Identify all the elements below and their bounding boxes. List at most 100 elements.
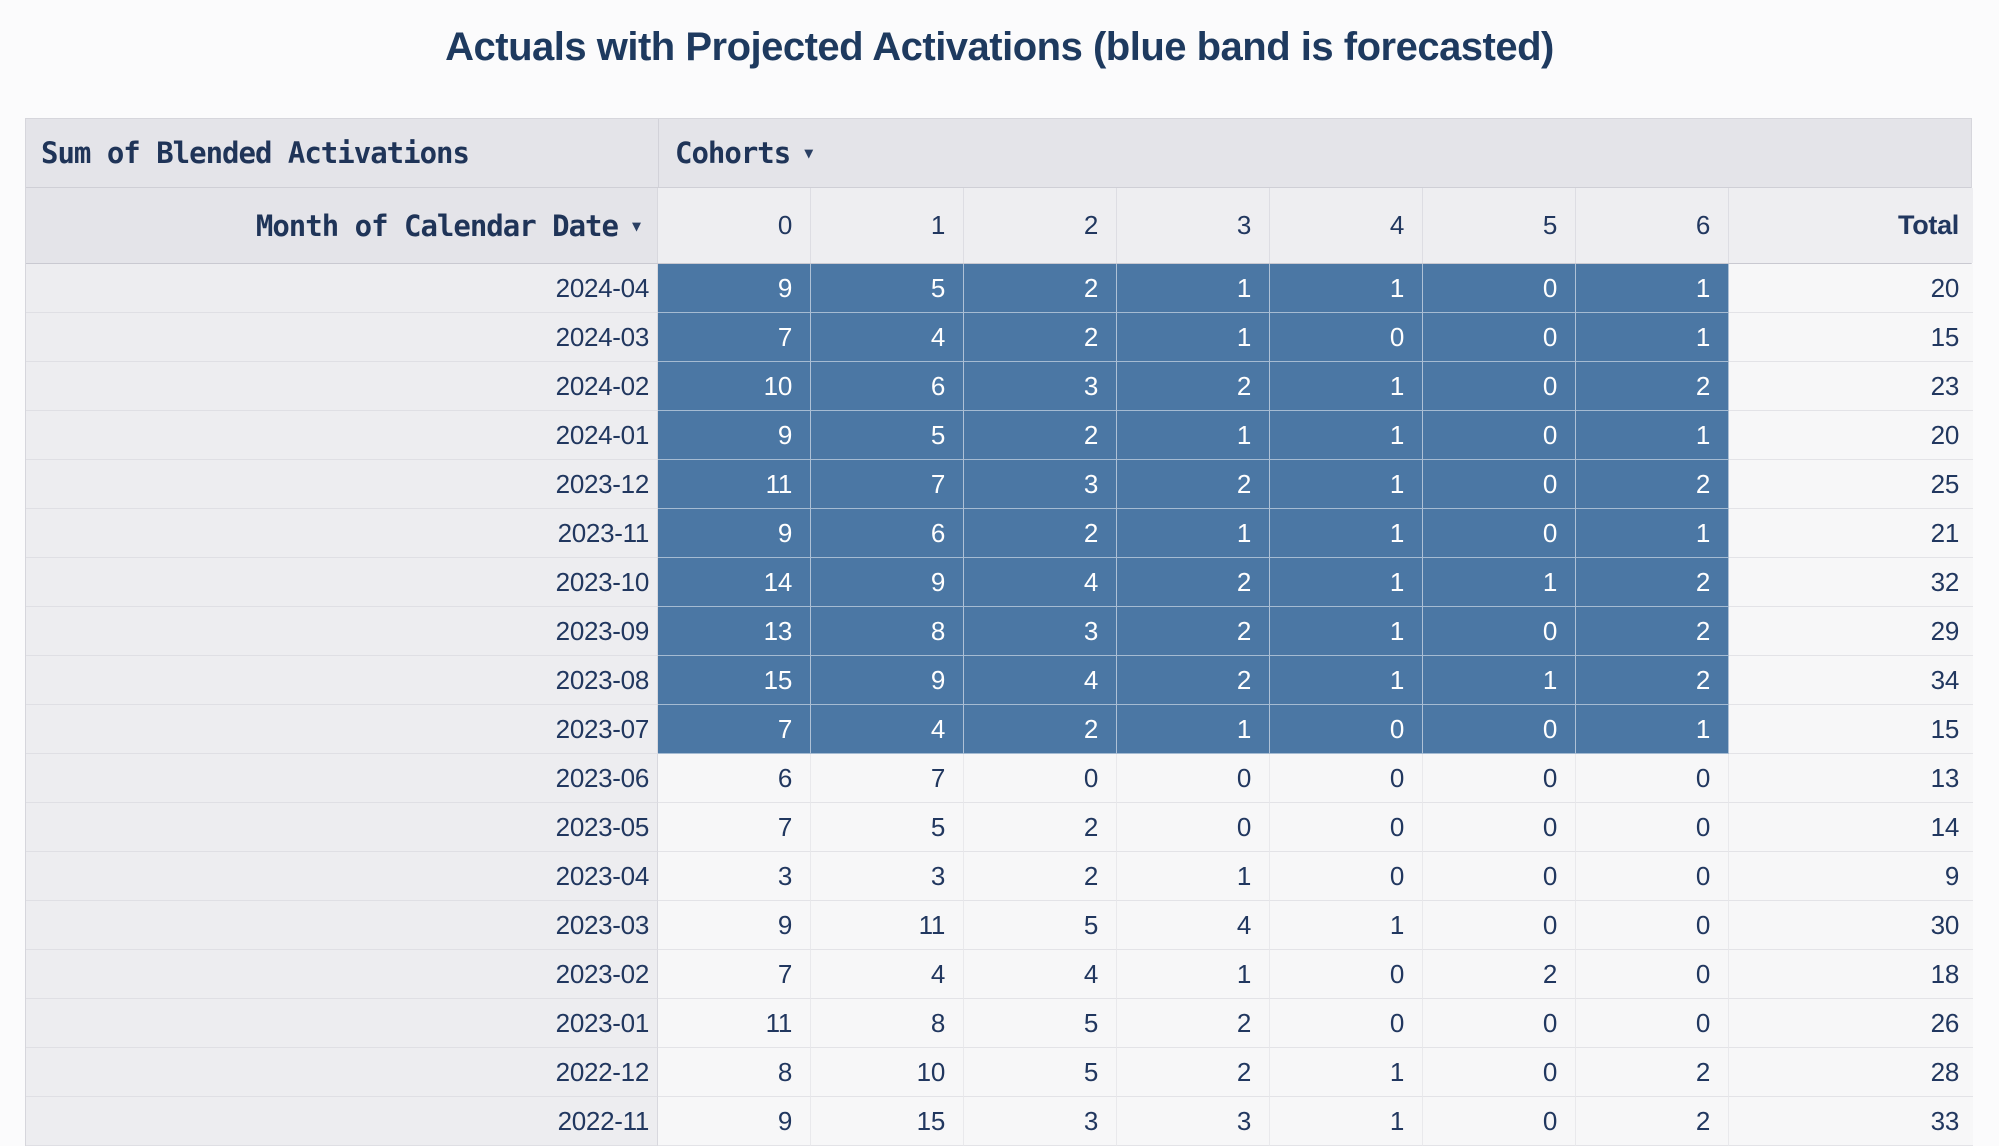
value-cell[interactable]: 4 [1117, 901, 1270, 950]
forecast-value-cell[interactable]: 0 [1423, 607, 1576, 656]
value-cell[interactable]: 0 [1423, 1097, 1576, 1146]
forecast-value-cell[interactable]: 8 [811, 607, 964, 656]
value-cell[interactable]: 10 [811, 1048, 964, 1097]
month-cell[interactable]: 2023-02 [26, 950, 658, 999]
value-cell[interactable]: 15 [811, 1097, 964, 1146]
forecast-value-cell[interactable]: 1 [1576, 705, 1729, 754]
month-cell[interactable]: 2023-01 [26, 999, 658, 1048]
forecast-value-cell[interactable]: 1 [1117, 705, 1270, 754]
forecast-value-cell[interactable]: 2 [1117, 558, 1270, 607]
forecast-value-cell[interactable]: 3 [964, 460, 1117, 509]
value-cell[interactable]: 0 [1117, 803, 1270, 852]
value-cell[interactable]: 0 [964, 754, 1117, 803]
total-cell[interactable]: 20 [1729, 411, 1973, 460]
value-cell[interactable]: 7 [658, 950, 811, 999]
value-cell[interactable]: 2 [1576, 1097, 1729, 1146]
value-cell[interactable]: 1 [1117, 852, 1270, 901]
month-cell[interactable]: 2023-06 [26, 754, 658, 803]
forecast-value-cell[interactable]: 2 [964, 509, 1117, 558]
forecast-value-cell[interactable]: 2 [1576, 607, 1729, 656]
value-cell[interactable]: 0 [1270, 803, 1423, 852]
forecast-value-cell[interactable]: 0 [1423, 411, 1576, 460]
forecast-value-cell[interactable]: 1 [1270, 411, 1423, 460]
forecast-value-cell[interactable]: 10 [658, 362, 811, 411]
value-cell[interactable]: 5 [964, 1048, 1117, 1097]
cohorts-header-dropdown[interactable]: Cohorts ▼ [658, 119, 1973, 187]
month-cell[interactable]: 2023-03 [26, 901, 658, 950]
forecast-value-cell[interactable]: 9 [658, 264, 811, 313]
month-cell[interactable]: 2024-04 [26, 264, 658, 313]
forecast-value-cell[interactable]: 11 [658, 460, 811, 509]
forecast-value-cell[interactable]: 1 [1270, 264, 1423, 313]
total-cell[interactable]: 28 [1729, 1048, 1973, 1097]
value-cell[interactable]: 9 [658, 1097, 811, 1146]
month-cell[interactable]: 2023-08 [26, 656, 658, 705]
forecast-value-cell[interactable]: 1 [1270, 460, 1423, 509]
forecast-value-cell[interactable]: 2 [1117, 362, 1270, 411]
forecast-value-cell[interactable]: 14 [658, 558, 811, 607]
month-cell[interactable]: 2024-02 [26, 362, 658, 411]
total-cell[interactable]: 15 [1729, 705, 1973, 754]
value-cell[interactable]: 2 [1576, 1048, 1729, 1097]
forecast-value-cell[interactable]: 2 [1576, 460, 1729, 509]
month-header-dropdown[interactable]: Month of Calendar Date ▼ [26, 188, 658, 263]
month-cell[interactable]: 2023-04 [26, 852, 658, 901]
forecast-value-cell[interactable]: 1 [1270, 607, 1423, 656]
value-cell[interactable]: 1 [1270, 1097, 1423, 1146]
value-cell[interactable]: 1 [1117, 950, 1270, 999]
month-cell[interactable]: 2022-12 [26, 1048, 658, 1097]
total-cell[interactable]: 26 [1729, 999, 1973, 1048]
total-cell[interactable]: 25 [1729, 460, 1973, 509]
forecast-value-cell[interactable]: 3 [964, 607, 1117, 656]
value-cell[interactable]: 5 [964, 999, 1117, 1048]
forecast-value-cell[interactable]: 1 [1423, 656, 1576, 705]
value-cell[interactable]: 2 [1117, 999, 1270, 1048]
value-cell[interactable]: 6 [658, 754, 811, 803]
month-cell[interactable]: 2022-11 [26, 1097, 658, 1146]
forecast-value-cell[interactable]: 5 [811, 264, 964, 313]
value-cell[interactable]: 0 [1576, 852, 1729, 901]
forecast-value-cell[interactable]: 4 [811, 705, 964, 754]
forecast-value-cell[interactable]: 5 [811, 411, 964, 460]
forecast-value-cell[interactable]: 2 [1117, 607, 1270, 656]
month-cell[interactable]: 2023-11 [26, 509, 658, 558]
forecast-value-cell[interactable]: 1 [1576, 264, 1729, 313]
value-cell[interactable]: 11 [811, 901, 964, 950]
forecast-value-cell[interactable]: 2 [964, 264, 1117, 313]
forecast-value-cell[interactable]: 15 [658, 656, 811, 705]
forecast-value-cell[interactable]: 9 [658, 411, 811, 460]
forecast-value-cell[interactable]: 4 [811, 313, 964, 362]
value-cell[interactable]: 0 [1270, 754, 1423, 803]
value-cell[interactable]: 0 [1423, 999, 1576, 1048]
value-cell[interactable]: 0 [1576, 754, 1729, 803]
value-cell[interactable]: 2 [1423, 950, 1576, 999]
total-cell[interactable]: 21 [1729, 509, 1973, 558]
value-cell[interactable]: 0 [1270, 999, 1423, 1048]
forecast-value-cell[interactable]: 0 [1423, 705, 1576, 754]
value-cell[interactable]: 4 [811, 950, 964, 999]
value-cell[interactable]: 0 [1576, 803, 1729, 852]
forecast-value-cell[interactable]: 1 [1117, 509, 1270, 558]
forecast-value-cell[interactable]: 1 [1270, 509, 1423, 558]
value-cell[interactable]: 1 [1270, 1048, 1423, 1097]
forecast-value-cell[interactable]: 2 [1576, 656, 1729, 705]
value-cell[interactable]: 3 [658, 852, 811, 901]
total-cell[interactable]: 33 [1729, 1097, 1973, 1146]
forecast-value-cell[interactable]: 0 [1423, 313, 1576, 362]
forecast-value-cell[interactable]: 0 [1270, 313, 1423, 362]
forecast-value-cell[interactable]: 1 [1423, 558, 1576, 607]
forecast-value-cell[interactable]: 0 [1423, 460, 1576, 509]
forecast-value-cell[interactable]: 2 [1576, 558, 1729, 607]
value-cell[interactable]: 7 [658, 803, 811, 852]
forecast-value-cell[interactable]: 7 [658, 705, 811, 754]
value-cell[interactable]: 0 [1270, 950, 1423, 999]
total-cell[interactable]: 23 [1729, 362, 1973, 411]
forecast-value-cell[interactable]: 7 [811, 460, 964, 509]
forecast-value-cell[interactable]: 1 [1117, 411, 1270, 460]
forecast-value-cell[interactable]: 2 [964, 411, 1117, 460]
value-cell[interactable]: 1 [1270, 901, 1423, 950]
total-cell[interactable]: 13 [1729, 754, 1973, 803]
forecast-value-cell[interactable]: 0 [1423, 509, 1576, 558]
value-cell[interactable]: 0 [1423, 852, 1576, 901]
forecast-value-cell[interactable]: 3 [964, 362, 1117, 411]
